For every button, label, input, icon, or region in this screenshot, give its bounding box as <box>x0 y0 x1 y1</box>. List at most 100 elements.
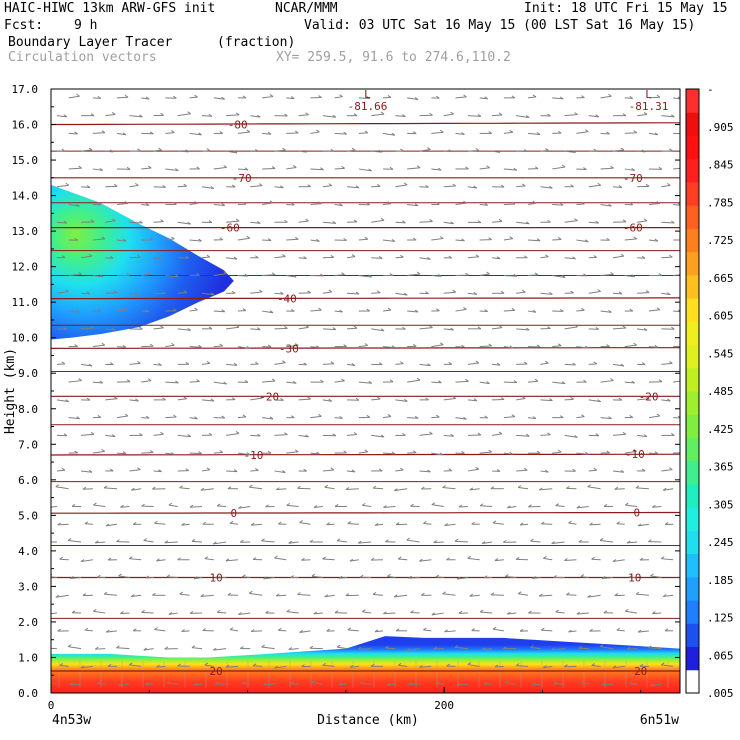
colorbar-label: .905 <box>707 121 734 134</box>
circulation-vector <box>540 185 553 189</box>
circulation-vector <box>237 380 249 383</box>
circulation-vector <box>334 131 347 135</box>
circulation-vector <box>141 415 150 419</box>
circulation-vector <box>189 451 202 455</box>
circulation-vector <box>467 291 478 295</box>
circulation-vector <box>564 362 576 366</box>
circulation-vector <box>107 663 118 667</box>
circulation-vector <box>455 306 467 312</box>
circulation-vector <box>458 504 468 508</box>
circulation-vector <box>467 662 480 667</box>
temperature-contour <box>51 122 680 126</box>
circulation-vector <box>118 683 130 687</box>
circulation-vector <box>490 486 504 490</box>
circulation-vector <box>505 574 517 579</box>
circulation-vector <box>129 662 142 667</box>
circulation-vector <box>181 522 190 526</box>
circulation-vector <box>322 433 337 437</box>
circulation-vector <box>431 274 442 277</box>
circulation-vector <box>278 627 287 632</box>
cross-section-endpoints: XY= 259.5, 91.6 to 274.6,110.2 <box>276 50 511 65</box>
circulation-vector <box>358 449 368 454</box>
circulation-vector <box>407 237 417 241</box>
circulation-vector <box>637 396 650 401</box>
circulation-vector <box>95 540 106 544</box>
circulation-vector <box>298 362 307 366</box>
colorbar-swatch <box>686 576 699 601</box>
circulation-vector <box>612 397 623 401</box>
circulation-vector <box>248 590 263 596</box>
circulation-vector <box>614 593 625 597</box>
circulation-vector <box>528 344 541 348</box>
circulation-vector <box>191 538 202 543</box>
circulation-vector <box>309 539 323 543</box>
circulation-vector <box>286 236 299 241</box>
circulation-vector <box>492 431 503 436</box>
circulation-vector <box>479 130 492 134</box>
circulation-vector <box>431 202 440 205</box>
circulation-vector <box>81 397 91 401</box>
circulation-vector <box>153 256 162 260</box>
circulation-vector <box>250 289 263 294</box>
circulation-vector <box>201 467 211 472</box>
circulation-vector <box>358 130 369 134</box>
circulation-vector <box>165 168 179 171</box>
circulation-vector <box>455 344 465 348</box>
circulation-vector <box>191 645 203 650</box>
forecast-hour: 9 h <box>74 18 98 33</box>
circulation-vector <box>310 413 322 419</box>
contour-label: -70 <box>623 172 643 185</box>
circulation-vector <box>226 469 238 473</box>
circulation-vector <box>92 236 106 241</box>
circulation-vector <box>334 94 343 99</box>
circulation-vector <box>250 255 259 259</box>
circulation-vector <box>153 291 166 295</box>
circulation-vector <box>395 628 408 632</box>
circulation-vector <box>357 540 372 544</box>
circulation-vector <box>395 254 404 259</box>
circulation-vector <box>456 683 468 686</box>
circulation-vector <box>56 433 68 437</box>
circulation-vector <box>336 644 348 650</box>
circulation-vector <box>68 378 82 383</box>
circulation-vector <box>580 680 589 685</box>
contour-label: 0 <box>230 507 237 520</box>
circulation-vector <box>310 451 320 455</box>
circulation-vector <box>552 237 562 241</box>
circulation-vector <box>600 309 612 313</box>
circulation-vector <box>648 451 659 455</box>
circulation-vector <box>105 434 116 438</box>
y-tick-label: 7.0 <box>18 438 38 451</box>
circulation-vector <box>324 484 335 490</box>
circulation-vector <box>650 573 662 579</box>
circulation-vector <box>528 378 539 383</box>
circulation-vector <box>444 629 456 633</box>
circulation-vector <box>141 237 154 241</box>
circulation-vector <box>298 256 307 259</box>
circulation-vector <box>274 254 286 259</box>
circulation-vector <box>68 416 80 420</box>
circulation-vector <box>310 95 322 99</box>
circulation-vector <box>225 664 238 668</box>
circulation-vector <box>479 271 490 277</box>
circulation-vector <box>407 415 419 419</box>
circulation-vector <box>57 522 69 526</box>
circulation-vector <box>661 148 673 152</box>
circulation-vector <box>374 629 384 633</box>
circulation-vector <box>408 682 420 685</box>
circulation-vector <box>105 290 118 294</box>
circulation-vector <box>435 680 444 685</box>
circulation-vector <box>371 468 383 472</box>
circulation-vector <box>81 219 95 223</box>
circulation-vector <box>177 221 191 225</box>
contour-label: -10 <box>244 449 264 462</box>
circulation-vector <box>635 591 649 596</box>
circulation-vector <box>568 520 577 525</box>
circulation-vector <box>648 539 662 543</box>
circulation-vector <box>532 682 541 686</box>
circulation-vector <box>274 555 287 561</box>
circulation-vector <box>648 645 662 650</box>
circulation-vector <box>298 184 311 188</box>
circulation-vector <box>527 200 537 205</box>
circulation-vector <box>334 165 345 170</box>
